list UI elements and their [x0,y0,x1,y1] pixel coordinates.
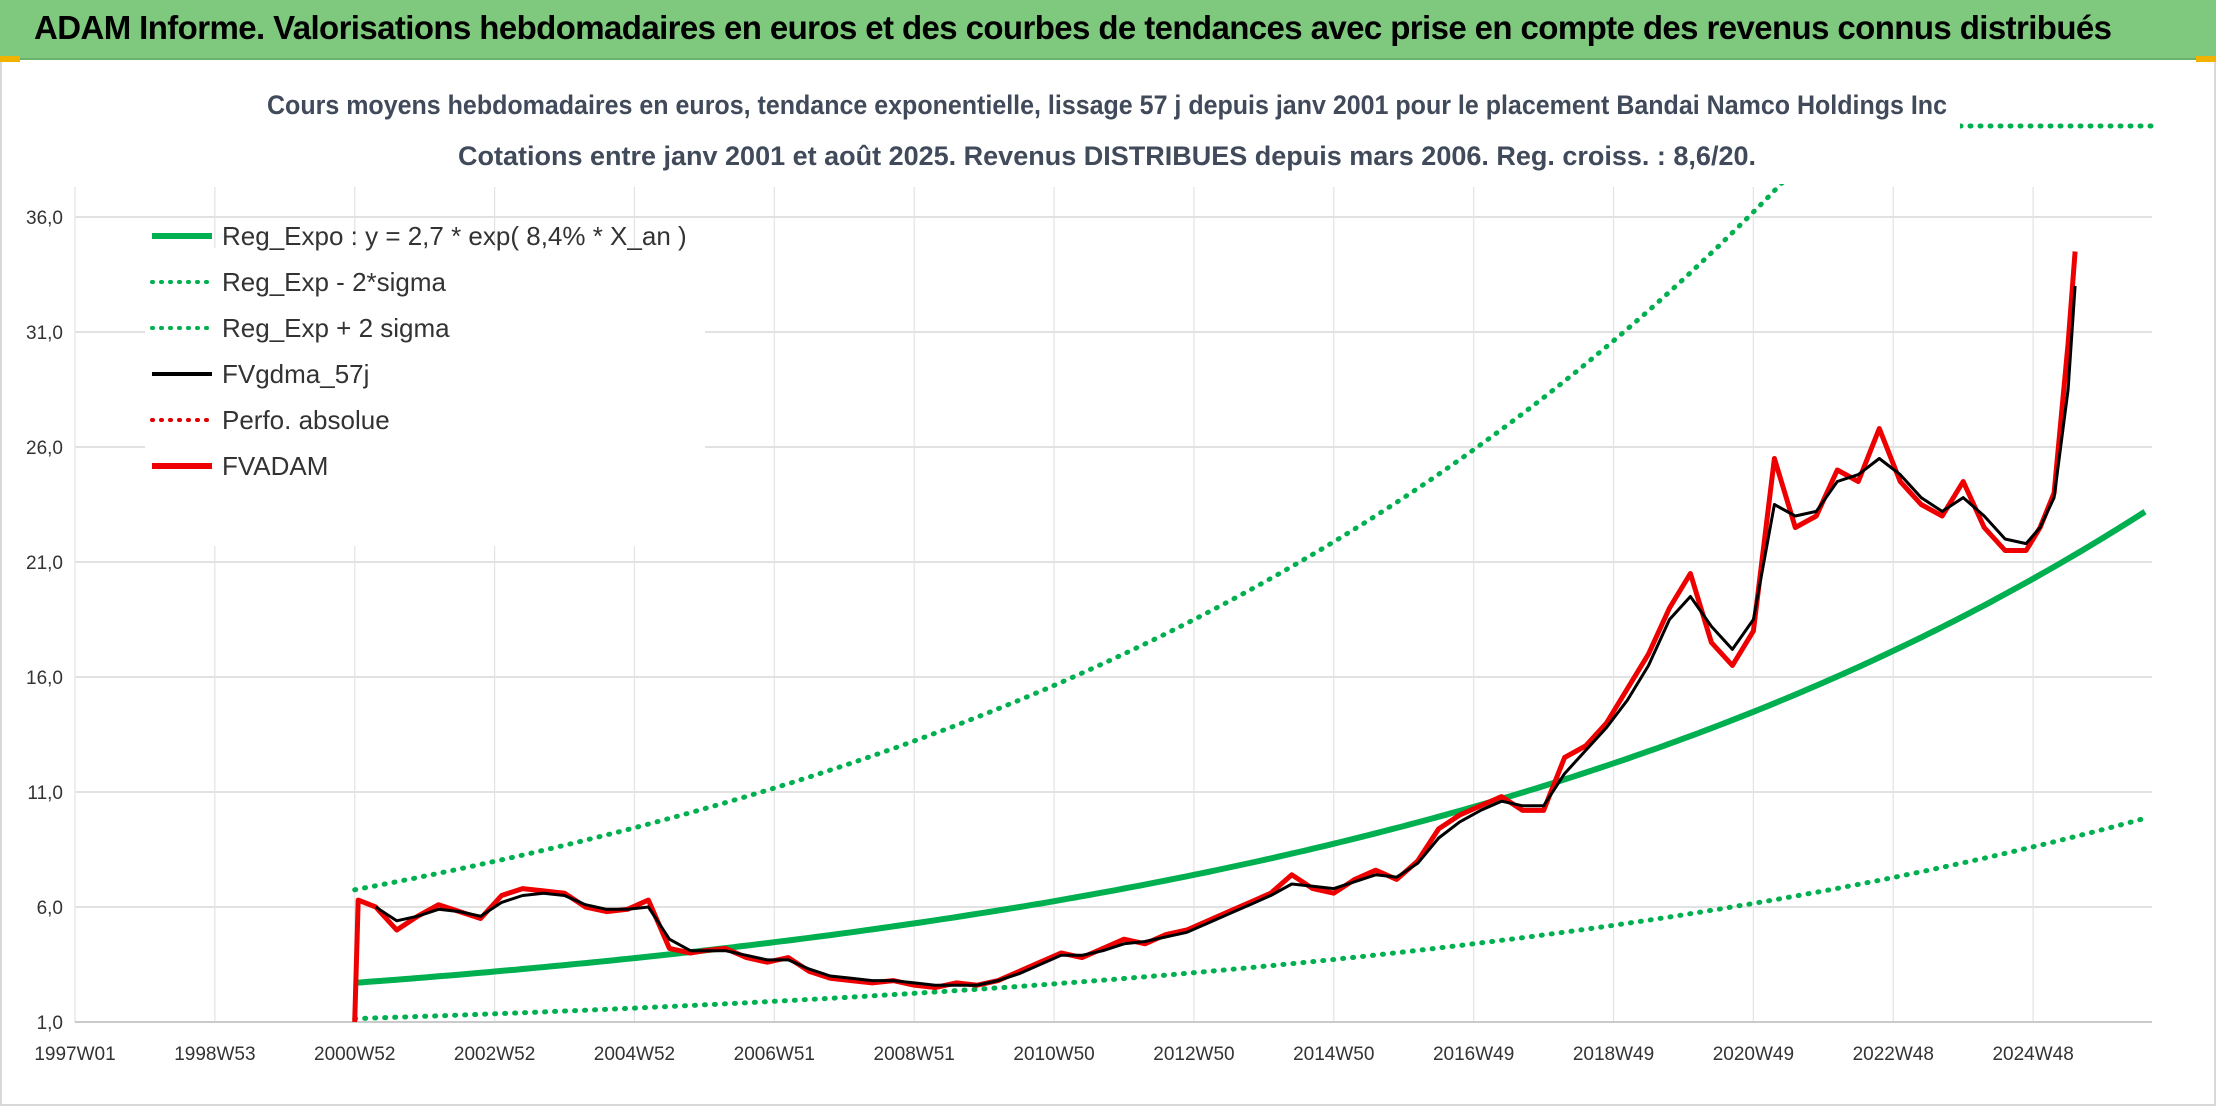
x-tick-label: 2022W48 [1853,1044,1934,1065]
y-tick-label: 6,0 [37,898,63,919]
y-axis-labels: 1,0 6,0 11,0 16,0 21,0 26,0 31,0 36,0 [26,208,63,1034]
x-tick-label: 1998W53 [174,1044,255,1065]
x-tick-label: 2020W49 [1713,1044,1794,1065]
corner-accent-right [2196,56,2216,62]
y-tick-label: 26,0 [26,438,63,459]
x-tick-label: 2018W49 [1573,1044,1654,1065]
y-tick-label: 1,0 [37,1013,63,1034]
legend-background [145,248,705,546]
x-tick-label: 2010W50 [1013,1044,1094,1065]
x-tick-label: 2006W51 [734,1044,815,1065]
y-tick-label: 21,0 [26,553,63,574]
x-tick-label: 2014W50 [1293,1044,1374,1065]
x-tick-label: 2012W50 [1153,1044,1234,1065]
chart-title-line-2: Cotations entre janv 2001 et août 2025. … [458,141,1756,171]
legend: Reg_Expo : y = 2,7 * exp( 8,4% * X_an ) R… [150,221,687,481]
x-tick-label: 2004W52 [594,1044,675,1065]
x-tick-label: 2024W48 [1992,1044,2073,1065]
chart: 1,06,011,016,021,026,031,036,0 1997W01 19… [26,60,2155,1065]
x-tick-label: 2002W52 [454,1044,535,1065]
legend-label-2: Reg_Exp + 2 sigma [222,313,450,343]
x-tick-label: 2000W52 [314,1044,395,1065]
page-title: ADAM Informe. Valorisations hebdomadaire… [34,9,2112,46]
corner-accent-left [0,56,20,62]
fvgdma-57j-line [374,285,2077,987]
legend-label-5: FVADAM [222,451,328,481]
x-tick-label: 2016W49 [1433,1044,1514,1065]
series-layer [352,123,2155,1022]
header-banner: ADAM Informe. Valorisations hebdomadaire… [0,0,2216,60]
legend-label-3: FVgdma_57j [222,359,369,389]
chart-title-line-1: Cours moyens hebdomadaires en euros, ten… [267,90,1947,120]
x-axis-labels: 1997W01 1998W53 2000W52 2002W52 2004W52 2006W… [34,1044,2073,1065]
legend-label-4: Perfo. absolue [222,405,390,435]
y-tick-label: 16,0 [26,668,63,689]
reg-exp-minus-2-sigma-line [352,815,2148,1022]
y-tick-label: 11,0 [27,783,63,804]
y-tick-label: 31,0 [26,323,63,344]
legend-label-1: Reg_Exp - 2*sigma [222,267,447,297]
y-tick-label: 36,0 [26,208,63,229]
x-tick-label: 2008W51 [874,1044,955,1065]
reg-exp-plus-2-sigma-line [352,182,1787,893]
title-background [255,60,1960,184]
legend-label-0: Reg_Expo : y = 2,7 * exp( 8,4% * X_an ) [222,221,687,251]
x-tick-label: 1997W01 [34,1044,115,1065]
reg-expo-line [354,509,2147,986]
